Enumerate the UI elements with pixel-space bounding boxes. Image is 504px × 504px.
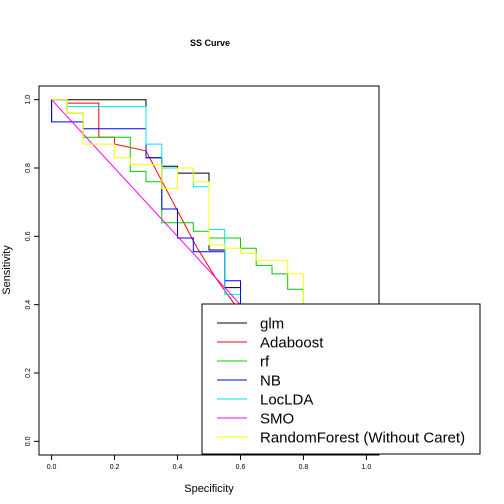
series-line-6 (51, 99, 304, 309)
legend-entry: RandomForest (Without Caret) (260, 430, 465, 447)
legend-entry: LocLDA (260, 392, 313, 409)
y-axis-label: Sensitivity (1, 245, 13, 295)
x-axis-label: Specificity (184, 483, 234, 495)
x-tick-label: 0.8 (299, 464, 309, 471)
legend-entry: rf (260, 354, 270, 371)
y-tick-label: 0.0 (25, 436, 32, 446)
chart-title: SS Curve (190, 38, 230, 48)
plot-area-frame (38, 85, 380, 456)
y-tick-label: 0.4 (25, 300, 32, 310)
legend: glm Adaboost rf NB LocLDA SMO RandomForest (Wi… (201, 303, 481, 455)
y-tick-label: 0.2 (25, 368, 32, 378)
legend-box (201, 303, 481, 455)
legend-entry: SMO (260, 411, 294, 428)
y-tick-label: 0.6 (25, 231, 32, 241)
x-tick-label: 0.2 (110, 464, 120, 471)
legend-entry: Adaboost (260, 335, 324, 352)
y-tick-label: 0.8 (25, 163, 32, 173)
series-line-4 (51, 99, 241, 295)
axis-ticks: 0.0 0.2 0.4 0.6 0.8 1.0 0.0 0.2 0.4 0.6 0.8 1.0 (25, 95, 371, 471)
x-tick-label: 1.0 (362, 464, 372, 471)
legend-entry: NB (260, 373, 281, 390)
x-tick-label: 0.6 (236, 464, 246, 471)
series-line-5 (51, 99, 244, 309)
legend-entry: glm (260, 316, 284, 333)
x-tick-label: 0.0 (47, 464, 57, 471)
x-tick-label: 0.4 (173, 464, 183, 471)
series-lines (51, 99, 304, 309)
series-line-2 (66, 99, 304, 309)
y-tick-label: 1.0 (25, 95, 32, 105)
